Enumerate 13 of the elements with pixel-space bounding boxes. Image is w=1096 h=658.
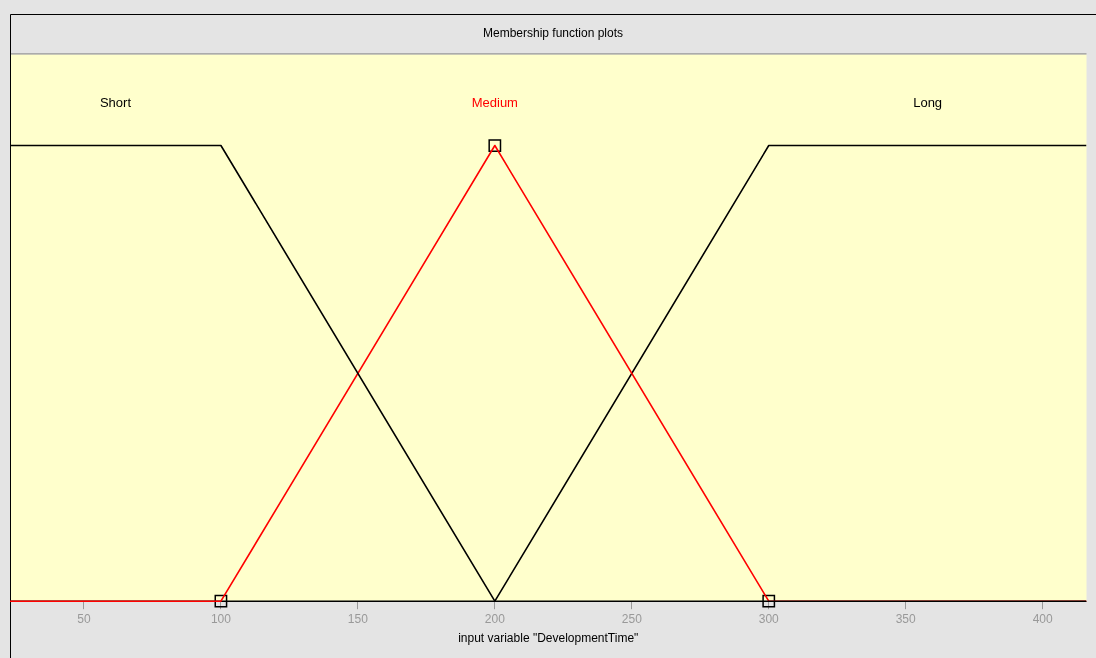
text: Medium [471, 95, 518, 111]
text: Long [913, 95, 943, 111]
x-tick-label: 300 [758, 611, 780, 626]
x-axis-title: input variable "DevelopmentTime" [458, 631, 639, 646]
x-tick-label: 250 [621, 611, 643, 626]
x-tick-label: 350 [895, 611, 917, 626]
text: Short [99, 95, 132, 111]
x-tick-label: 150 [347, 611, 369, 626]
x-tick-label: 50 [77, 611, 91, 626]
x-tick-label: 400 [1032, 611, 1054, 626]
x-tick-label: 200 [484, 611, 506, 626]
x-tick-label: 100 [210, 611, 232, 626]
chart-title: Membership function plots [482, 25, 624, 40]
